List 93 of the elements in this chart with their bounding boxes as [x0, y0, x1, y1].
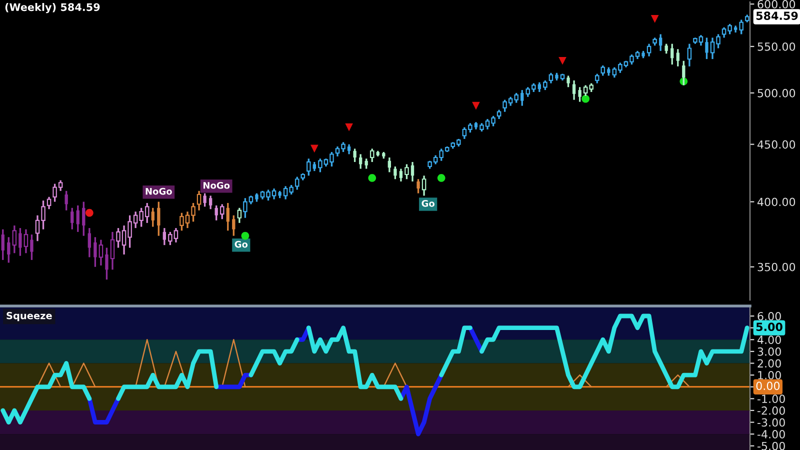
candlestick	[394, 166, 397, 180]
candlestick	[543, 80, 548, 91]
y-tick-label: 500.00	[758, 88, 796, 98]
candlestick	[347, 143, 351, 156]
y-tick-label: -5.00	[757, 442, 785, 450]
point	[472, 102, 480, 110]
point	[345, 123, 353, 132]
candlestick	[70, 207, 74, 230]
candlestick	[404, 163, 409, 180]
candlestick	[496, 108, 502, 120]
y-tick-label: 4.00	[757, 336, 781, 344]
point	[310, 144, 318, 153]
annotation: NoGo	[146, 188, 172, 195]
candlestick	[646, 42, 652, 58]
point	[558, 56, 566, 65]
candlestick	[12, 224, 17, 254]
candlestick	[88, 227, 92, 258]
candlestick	[294, 176, 300, 191]
candlestick	[676, 48, 680, 68]
candlestick	[600, 64, 606, 77]
candlestick	[98, 238, 104, 266]
y-tick-label: -3.00	[757, 418, 785, 427]
y-tick-label: 450.00	[757, 140, 796, 149]
y-tick-label: 400.00	[757, 198, 796, 206]
candlestick	[416, 178, 420, 194]
candlestick	[157, 200, 160, 237]
candlestick	[399, 168, 403, 182]
y-tick-label: -4.00	[757, 430, 785, 438]
point	[437, 174, 446, 182]
candlestick	[24, 228, 28, 254]
candlestick	[46, 196, 52, 210]
candlestick	[705, 36, 708, 60]
y-tick-label: 3.00	[758, 347, 781, 356]
point	[241, 232, 250, 240]
annotation: Squeeze	[6, 312, 52, 322]
candlestick	[82, 200, 86, 237]
candlestick	[682, 60, 686, 86]
candlestick	[388, 156, 392, 174]
y-tick-label: 350.00	[758, 262, 796, 272]
candlestick	[18, 227, 22, 257]
candlestick	[572, 80, 576, 101]
point	[85, 208, 94, 217]
point	[650, 14, 659, 23]
candlestick	[594, 72, 600, 84]
candlestick	[196, 190, 202, 212]
candlestick	[208, 194, 212, 210]
candlestick	[353, 148, 356, 163]
y-tick-label: -2.00	[757, 406, 785, 415]
candlestick	[520, 89, 524, 107]
candlestick	[64, 190, 68, 212]
candlestick	[94, 236, 97, 268]
candlestick	[232, 214, 236, 237]
candlestick	[370, 148, 374, 163]
candlestick	[566, 74, 570, 88]
candlestick	[162, 227, 166, 246]
candlestick	[226, 202, 230, 232]
ref-line-label: 0.00	[756, 382, 780, 390]
candlestick	[670, 42, 674, 66]
annotation: Go	[234, 240, 248, 248]
candlestick	[664, 42, 668, 54]
point	[368, 174, 376, 182]
y-tick-label: 6.00	[758, 312, 781, 320]
annotation: NoGo	[203, 182, 230, 189]
candlestick	[739, 18, 744, 36]
candlestick	[30, 234, 34, 261]
candlestick	[410, 161, 414, 182]
candlestick	[548, 72, 554, 84]
candlestick	[105, 246, 108, 280]
candlestick	[203, 192, 206, 208]
candlestick	[214, 204, 218, 222]
text: 584.59	[756, 12, 798, 20]
y-tick-label: 600.00	[758, 0, 796, 8]
y-tick-label: 2.00	[758, 359, 781, 368]
candlestick	[578, 86, 582, 103]
annotation: Go	[422, 200, 434, 207]
candlestick	[151, 207, 154, 228]
y-tick-label: -1.00	[757, 394, 785, 404]
text: 5.00	[756, 322, 782, 332]
y-tick-label: 1.00	[758, 371, 781, 380]
candlestick	[687, 42, 692, 68]
candlestick	[220, 203, 224, 220]
candlestick	[76, 204, 80, 233]
chart-title: (Weekly) 584.59	[5, 3, 100, 14]
candlestick	[422, 174, 426, 197]
candlestick	[364, 158, 368, 170]
candlestick	[658, 33, 662, 52]
candlestick	[7, 236, 10, 264]
candlestick	[306, 158, 311, 176]
point	[582, 94, 590, 103]
candlestick	[1, 228, 4, 261]
candlestick	[312, 161, 316, 172]
candlestick	[358, 153, 362, 170]
y-tick-label: 550.00	[758, 42, 796, 51]
